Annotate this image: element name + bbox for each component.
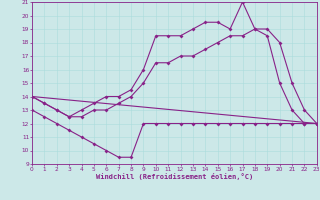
X-axis label: Windchill (Refroidissement éolien,°C): Windchill (Refroidissement éolien,°C) xyxy=(96,173,253,180)
